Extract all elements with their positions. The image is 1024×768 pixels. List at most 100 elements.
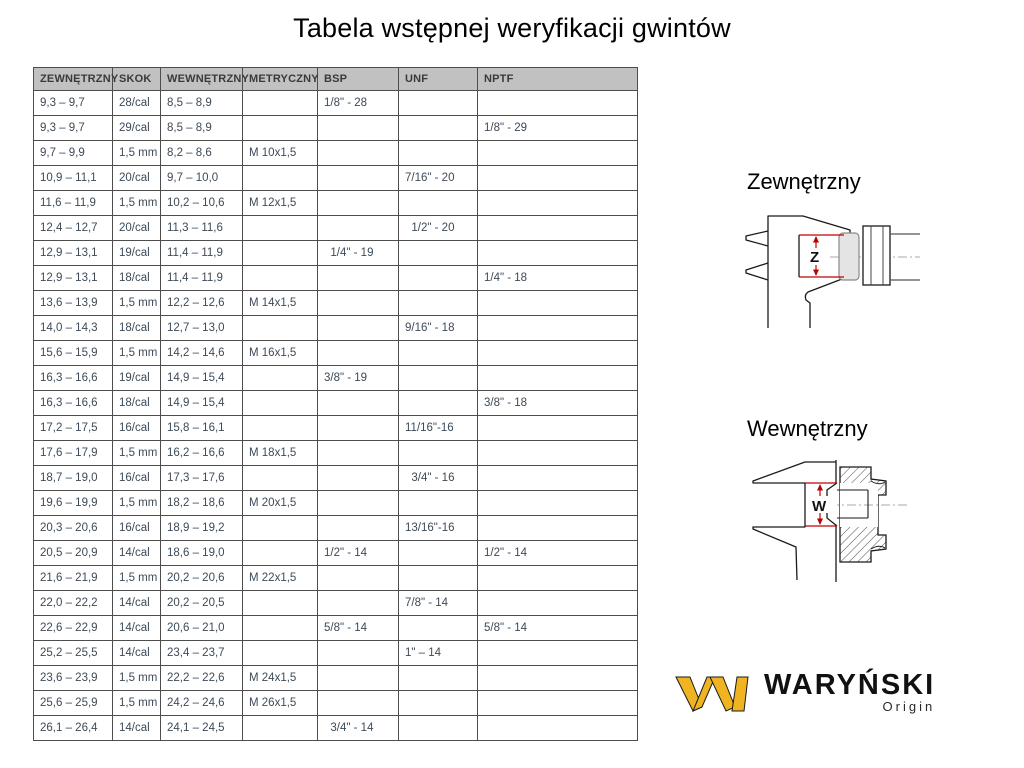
- table-cell: 20,2 – 20,6: [160, 565, 243, 591]
- table-cell: 13/16"-16: [398, 515, 478, 541]
- table-cell: [242, 240, 318, 266]
- table-cell: 1,5 mm: [112, 490, 161, 516]
- table-cell: 20/cal: [112, 165, 161, 191]
- table-cell: [477, 215, 638, 241]
- table-cell: 20,3 – 20,6: [33, 515, 113, 541]
- table-cell: [398, 440, 478, 466]
- table-cell: 17,2 – 17,5: [33, 415, 113, 441]
- table-row: 11,6 – 11,9 1,5 mm 10,2 – 10,6 M 12x1,5: [33, 190, 638, 216]
- table-cell: 20,2 – 20,5: [160, 590, 243, 616]
- table-cell: 12,9 – 13,1: [33, 265, 113, 291]
- table-row: 20,3 – 20,6 16/cal 18,9 – 19,2 13/16"-16: [33, 515, 638, 541]
- table-row: 22,6 – 22,9 14/cal 20,6 – 21,0 5/8" - 14 5/8…: [33, 615, 638, 641]
- table-cell: [398, 190, 478, 216]
- warynski-w-icon: [675, 676, 749, 712]
- table-cell: M 12x1,5: [242, 190, 318, 216]
- column-header-zewnętrzny: ZEWNĘTRZNY: [33, 67, 118, 91]
- w-dimension-label: W: [812, 498, 827, 515]
- table-cell: M 18x1,5: [242, 440, 318, 466]
- page-title: Tabela wstępnej weryfikacji gwintów: [293, 13, 731, 43]
- table-row: 26,1 – 26,4 14/cal 24,1 – 24,5 3/4" - 14: [33, 715, 638, 741]
- table-cell: [477, 165, 638, 191]
- table-cell: 1/4" - 19: [317, 240, 399, 266]
- table-row: 12,9 – 13,1 18/cal 11,4 – 11,9 1/4" - 18: [33, 265, 638, 291]
- table-cell: [317, 265, 399, 291]
- table-cell: 12,4 – 12,7: [33, 215, 113, 241]
- table-cell: [477, 365, 638, 391]
- column-header-wewnętrzny: WEWNĘTRZNY: [160, 67, 249, 91]
- table-cell: [317, 440, 399, 466]
- table-row: 19,6 – 19,9 1,5 mm 18,2 – 18,6 M 20x1,5: [33, 490, 638, 516]
- table-cell: 18/cal: [112, 390, 161, 416]
- table-cell: 18/cal: [112, 315, 161, 341]
- table-cell: [477, 565, 638, 591]
- table-row: 18,7 – 19,0 16/cal 17,3 – 17,6 3/4" - 16: [33, 465, 638, 491]
- table-cell: [398, 90, 478, 116]
- table-row: 9,7 – 9,9 1,5 mm 8,2 – 8,6 M 10x1,5: [33, 140, 638, 166]
- brand-subtitle: Origin: [882, 699, 936, 714]
- table-cell: [477, 415, 638, 441]
- table-cell: M 14x1,5: [242, 290, 318, 316]
- table-cell: 1,5 mm: [112, 440, 161, 466]
- table-cell: [317, 690, 399, 716]
- w-dimension: [805, 482, 837, 527]
- table-cell: 1,5 mm: [112, 190, 161, 216]
- table-row: 17,6 – 17,9 1,5 mm 16,2 – 16,6 M 18x1,5: [33, 440, 638, 466]
- table-cell: [317, 565, 399, 591]
- table-cell: [477, 515, 638, 541]
- table-cell: [317, 590, 399, 616]
- table-cell: 23,4 – 23,7: [160, 640, 243, 666]
- table-cell: [398, 240, 478, 266]
- table-cell: 1/8" - 28: [317, 90, 399, 116]
- table-cell: [398, 565, 478, 591]
- table-cell: 11,3 – 11,6: [160, 215, 243, 241]
- table-row: 9,3 – 9,7 29/cal 8,5 – 8,9 1/8" - 29: [33, 115, 638, 141]
- table-cell: 14,2 – 14,6: [160, 340, 243, 366]
- table-cell: [477, 465, 638, 491]
- table-cell: [317, 140, 399, 166]
- table-cell: 29/cal: [112, 115, 161, 141]
- table-cell: [477, 340, 638, 366]
- table-cell: 9,7 – 9,9: [33, 140, 113, 166]
- table-cell: [242, 215, 318, 241]
- table-cell: [398, 140, 478, 166]
- table-cell: 12,7 – 13,0: [160, 315, 243, 341]
- table-cell: [477, 690, 638, 716]
- table-cell: 5/8" - 14: [477, 615, 638, 641]
- table-cell: 23,6 – 23,9: [33, 665, 113, 691]
- table-cell: [317, 665, 399, 691]
- table-row: 9,3 – 9,7 28/cal 8,5 – 8,9 1/8" - 28: [33, 90, 638, 116]
- column-header-skok: SKOK: [112, 67, 161, 91]
- table-row: 25,2 – 25,5 14/cal 23,4 – 23,7 1" – 14: [33, 640, 638, 666]
- table-cell: 1/2" - 20: [398, 215, 478, 241]
- table-cell: 19/cal: [112, 240, 161, 266]
- table-cell: 9,3 – 9,7: [33, 90, 113, 116]
- male-fitting-drawing: [830, 225, 920, 286]
- table-cell: 13,6 – 13,9: [33, 290, 113, 316]
- table-cell: [242, 115, 318, 141]
- table-cell: 16/cal: [112, 515, 161, 541]
- table-cell: 22,0 – 22,2: [33, 590, 113, 616]
- table-cell: 11,4 – 11,9: [160, 265, 243, 291]
- table-cell: [317, 315, 399, 341]
- table-cell: [398, 665, 478, 691]
- table-row: 16,3 – 16,6 19/cal 14,9 – 15,4 3/8" - 19: [33, 365, 638, 391]
- table-cell: M 26x1,5: [242, 690, 318, 716]
- table-cell: [317, 465, 399, 491]
- table-cell: 11/16"-16: [398, 415, 478, 441]
- table-cell: 15,6 – 15,9: [33, 340, 113, 366]
- table-cell: 18,2 – 18,6: [160, 490, 243, 516]
- table-cell: [398, 115, 478, 141]
- table-row: 22,0 – 22,2 14/cal 20,2 – 20,5 7/8" - 14: [33, 590, 638, 616]
- table-row: 20,5 – 20,9 14/cal 18,6 – 19,0 1/2" - 14 1/2…: [33, 540, 638, 566]
- table-cell: 9,3 – 9,7: [33, 115, 113, 141]
- table-cell: 1/4" - 18: [477, 265, 638, 291]
- table-cell: 20,6 – 21,0: [160, 615, 243, 641]
- nut-section-drawing: [826, 466, 910, 563]
- table-cell: [242, 615, 318, 641]
- table-cell: [398, 715, 478, 741]
- table-cell: [477, 90, 638, 116]
- table-cell: 14/cal: [112, 615, 161, 641]
- table-row: 10,9 – 11,1 20/cal 9,7 – 10,0 7/16" - 20: [33, 165, 638, 191]
- table-cell: 1,5 mm: [112, 665, 161, 691]
